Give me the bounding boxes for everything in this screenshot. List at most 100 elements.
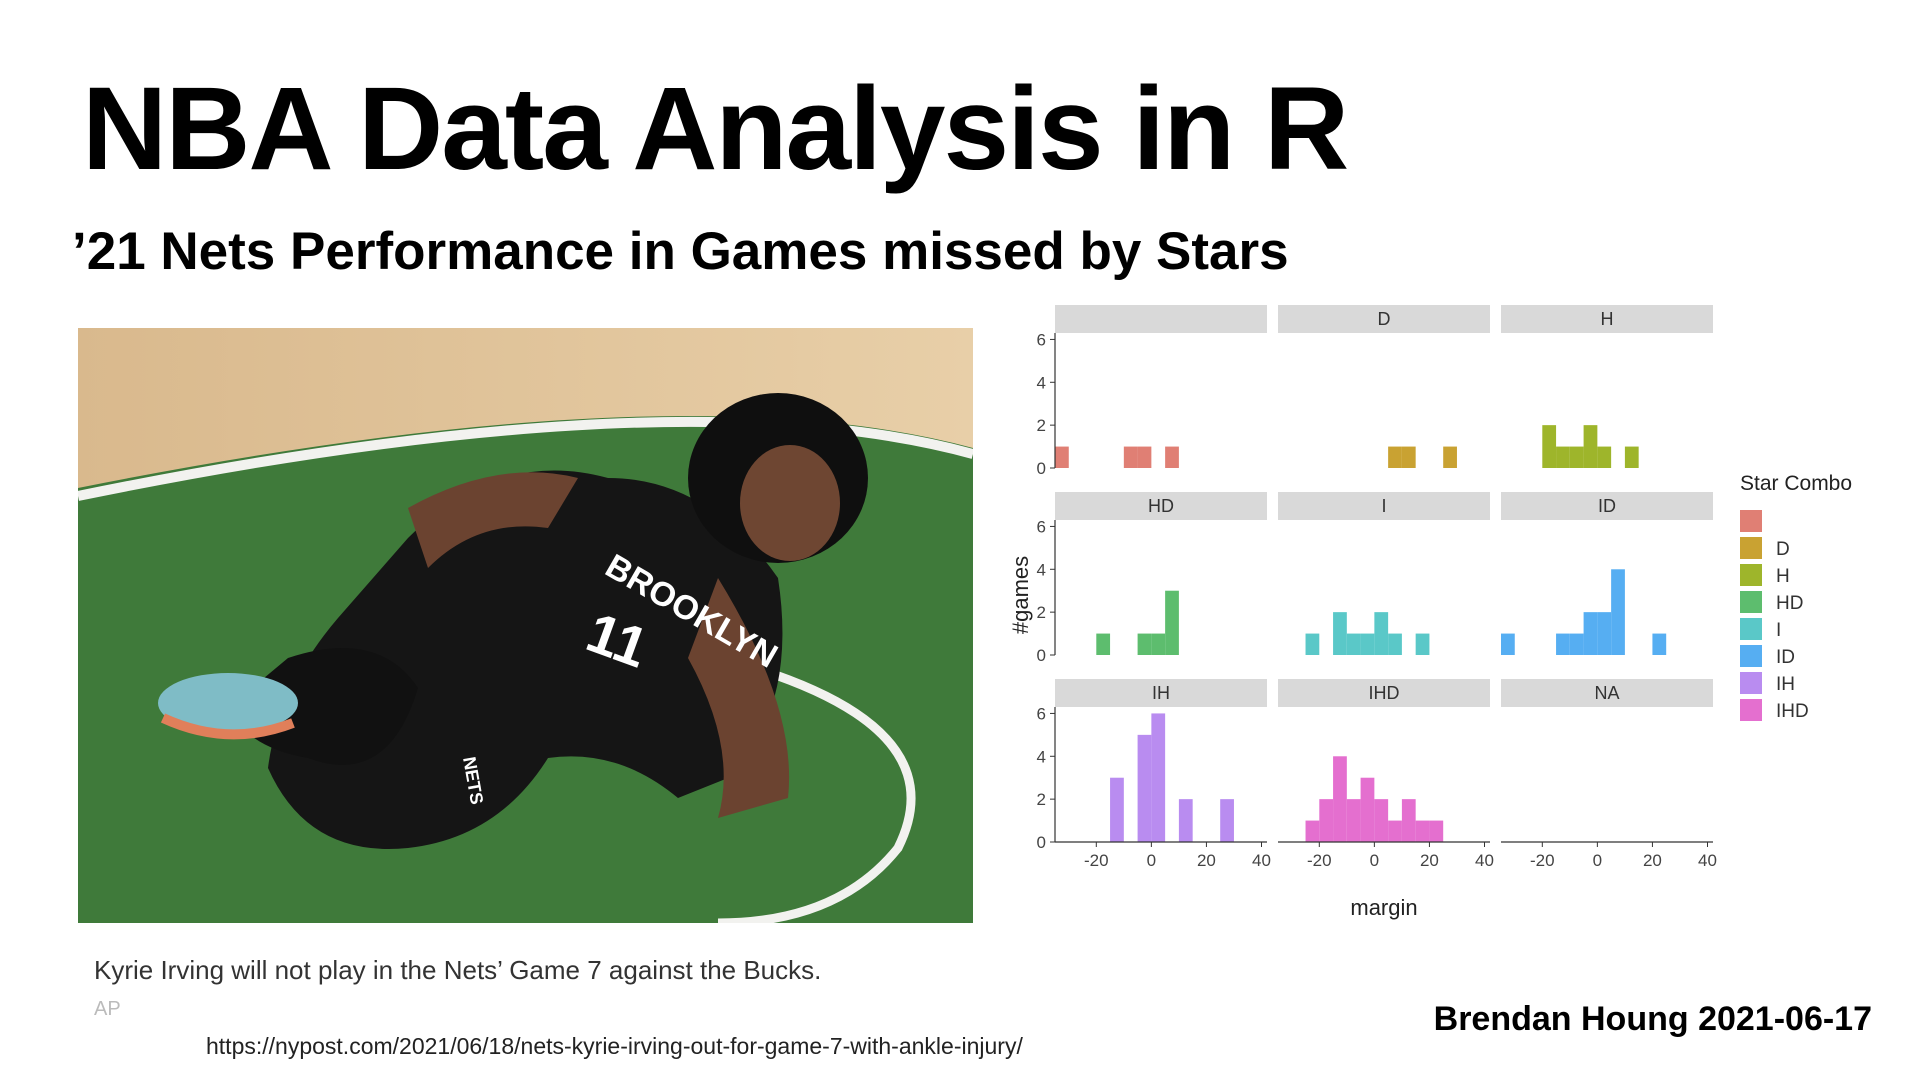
bar-id-5 bbox=[1611, 569, 1625, 655]
facet-strip-h bbox=[1501, 305, 1713, 333]
bar-ihd-8 bbox=[1415, 820, 1430, 842]
bar-hd-1 bbox=[1137, 633, 1152, 655]
y-tick-label: 6 bbox=[1037, 517, 1046, 536]
y-tick-label: 6 bbox=[1037, 330, 1046, 349]
bar-id-4 bbox=[1597, 612, 1612, 655]
bar-i-0 bbox=[1305, 633, 1320, 655]
facet-label-hd: HD bbox=[1148, 496, 1174, 516]
y-tick-label: 2 bbox=[1037, 416, 1046, 435]
bar-ih-4 bbox=[1220, 799, 1234, 842]
y-tick-label: 2 bbox=[1037, 603, 1046, 622]
legend-label-ihd: IHD bbox=[1776, 701, 1809, 722]
bar-hd-2 bbox=[1151, 633, 1166, 655]
facet-strip-blank bbox=[1055, 305, 1267, 333]
x-axis-title: margin bbox=[1350, 895, 1417, 920]
bar-ihd-9 bbox=[1429, 820, 1444, 842]
player-body bbox=[268, 470, 783, 849]
legend-label-id: ID bbox=[1776, 647, 1795, 668]
x-tick-label: 20 bbox=[1643, 851, 1662, 870]
bar-d-1 bbox=[1401, 446, 1416, 468]
bar-ihd-7 bbox=[1401, 799, 1416, 842]
bar-ihd-1 bbox=[1319, 799, 1334, 842]
facet-strip-ih bbox=[1055, 679, 1267, 707]
bar-ihd-2 bbox=[1333, 756, 1347, 842]
slide-subtitle: ’21 Nets Performance in Games missed by … bbox=[72, 222, 1289, 281]
bar-id-0 bbox=[1501, 633, 1515, 655]
x-tick-label: 0 bbox=[1593, 851, 1602, 870]
bar-id-1 bbox=[1556, 633, 1570, 655]
legend-swatch-id bbox=[1740, 645, 1762, 667]
legend-swatch-i bbox=[1740, 618, 1762, 640]
bar-i-4 bbox=[1374, 612, 1389, 655]
source-url-link[interactable]: https://nypost.com/2021/06/18/nets-kyrie… bbox=[206, 1033, 1023, 1059]
y-axis-title: #games bbox=[1008, 556, 1033, 634]
bar-ih-3 bbox=[1178, 799, 1193, 842]
bar-ihd-6 bbox=[1388, 820, 1402, 842]
facet-strip-ihd bbox=[1278, 679, 1490, 707]
legend-swatch-h bbox=[1740, 564, 1762, 586]
facet-strip-i bbox=[1278, 492, 1490, 520]
bar-i-2 bbox=[1346, 633, 1361, 655]
bar-h-1 bbox=[1556, 446, 1570, 468]
legend-swatch-blank bbox=[1740, 510, 1762, 532]
bar-i-6 bbox=[1415, 633, 1430, 655]
bar-hd-0 bbox=[1096, 633, 1111, 655]
court-line bbox=[78, 416, 973, 501]
bar-ih-2 bbox=[1151, 713, 1166, 842]
bar-hd-3 bbox=[1165, 590, 1179, 655]
y-tick-label: 6 bbox=[1037, 704, 1046, 723]
bar-ihd-5 bbox=[1374, 799, 1389, 842]
facet-strip-hd bbox=[1055, 492, 1267, 520]
x-tick-label: 20 bbox=[1197, 851, 1216, 870]
facet-strip-na bbox=[1501, 679, 1713, 707]
bar-h-4 bbox=[1597, 446, 1612, 468]
legend-label-h: H bbox=[1776, 566, 1790, 587]
bar-blank-0 bbox=[1055, 446, 1069, 468]
bar-ih-0 bbox=[1110, 777, 1124, 842]
facet-label-na: NA bbox=[1594, 683, 1619, 703]
x-tick-label: -20 bbox=[1307, 851, 1332, 870]
bar-ihd-3 bbox=[1346, 799, 1361, 842]
bar-blank-2 bbox=[1137, 446, 1152, 468]
bar-ihd-0 bbox=[1305, 820, 1320, 842]
y-tick-label: 0 bbox=[1037, 459, 1046, 478]
legend-title: Star Combo bbox=[1740, 472, 1852, 495]
y-tick-label: 0 bbox=[1037, 646, 1046, 665]
x-tick-label: 40 bbox=[1475, 851, 1494, 870]
x-tick-label: 40 bbox=[1252, 851, 1271, 870]
x-tick-label: 0 bbox=[1370, 851, 1379, 870]
bar-h-3 bbox=[1583, 425, 1598, 468]
bar-blank-1 bbox=[1123, 446, 1138, 468]
x-tick-label: -20 bbox=[1084, 851, 1109, 870]
kyrie-irving-photo: BROOKLYN 11 NETS bbox=[78, 328, 973, 923]
bar-id-6 bbox=[1652, 633, 1667, 655]
bar-h-0 bbox=[1542, 425, 1557, 468]
court-wood bbox=[78, 328, 973, 488]
slide-title: NBA Data Analysis in R bbox=[82, 63, 1349, 195]
legend-label-i: I bbox=[1776, 620, 1781, 641]
bar-i-1 bbox=[1333, 612, 1347, 655]
facet-label-ihd: IHD bbox=[1369, 683, 1400, 703]
bar-d-2 bbox=[1443, 446, 1457, 468]
facet-strip-d bbox=[1278, 305, 1490, 333]
x-tick-label: 0 bbox=[1147, 851, 1156, 870]
facet-label-d: D bbox=[1378, 309, 1391, 329]
bar-i-5 bbox=[1388, 633, 1402, 655]
legend-swatch-hd bbox=[1740, 591, 1762, 613]
photo-caption: Kyrie Irving will not play in the Nets’ … bbox=[94, 955, 822, 985]
legend-swatch-ihd bbox=[1740, 699, 1762, 721]
bar-ih-1 bbox=[1137, 734, 1152, 842]
shoe-sole bbox=[160, 713, 295, 740]
photo-credit: AP bbox=[94, 998, 121, 1020]
x-tick-label: 20 bbox=[1420, 851, 1439, 870]
legend-swatch-d bbox=[1740, 537, 1762, 559]
facet-label-id: ID bbox=[1598, 496, 1616, 516]
bar-blank-3 bbox=[1165, 446, 1179, 468]
y-tick-label: 2 bbox=[1037, 790, 1046, 809]
y-tick-label: 0 bbox=[1037, 833, 1046, 852]
bar-id-2 bbox=[1569, 633, 1584, 655]
y-tick-label: 4 bbox=[1037, 373, 1046, 392]
author-date: Brendan Houng 2021-06-17 bbox=[1433, 1000, 1872, 1038]
bar-id-3 bbox=[1583, 612, 1598, 655]
